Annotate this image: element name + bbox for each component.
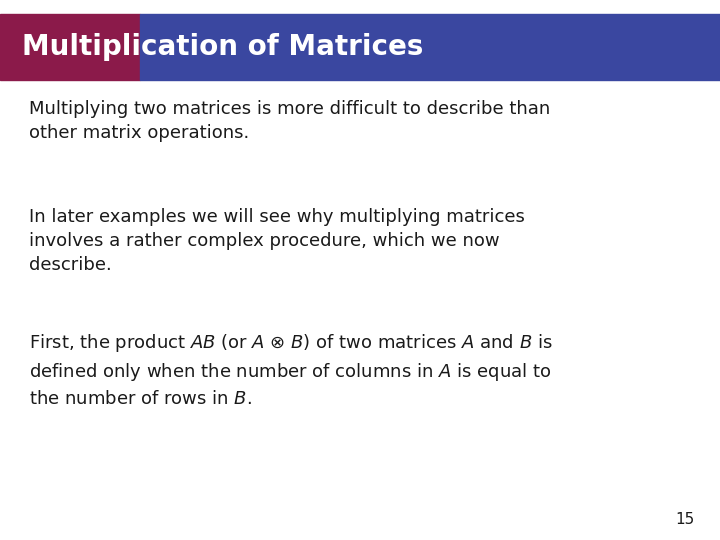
- Text: 15: 15: [675, 511, 695, 526]
- Bar: [0, 14, 140, 80]
- Text: In later examples we will see why multiplying matrices
involves a rather complex: In later examples we will see why multip…: [29, 208, 525, 274]
- Text: Multiplying two matrices is more difficult to describe than
other matrix operati: Multiplying two matrices is more difficu…: [29, 100, 550, 142]
- Text: Multiplication of Matrices: Multiplication of Matrices: [22, 33, 423, 61]
- Text: First, the product $\it{AB}$ (or $\it{A}$ $\otimes$ $\it{B}$) of two matrices $\: First, the product $\it{AB}$ (or $\it{A}…: [29, 332, 552, 408]
- Bar: [140, 14, 720, 80]
